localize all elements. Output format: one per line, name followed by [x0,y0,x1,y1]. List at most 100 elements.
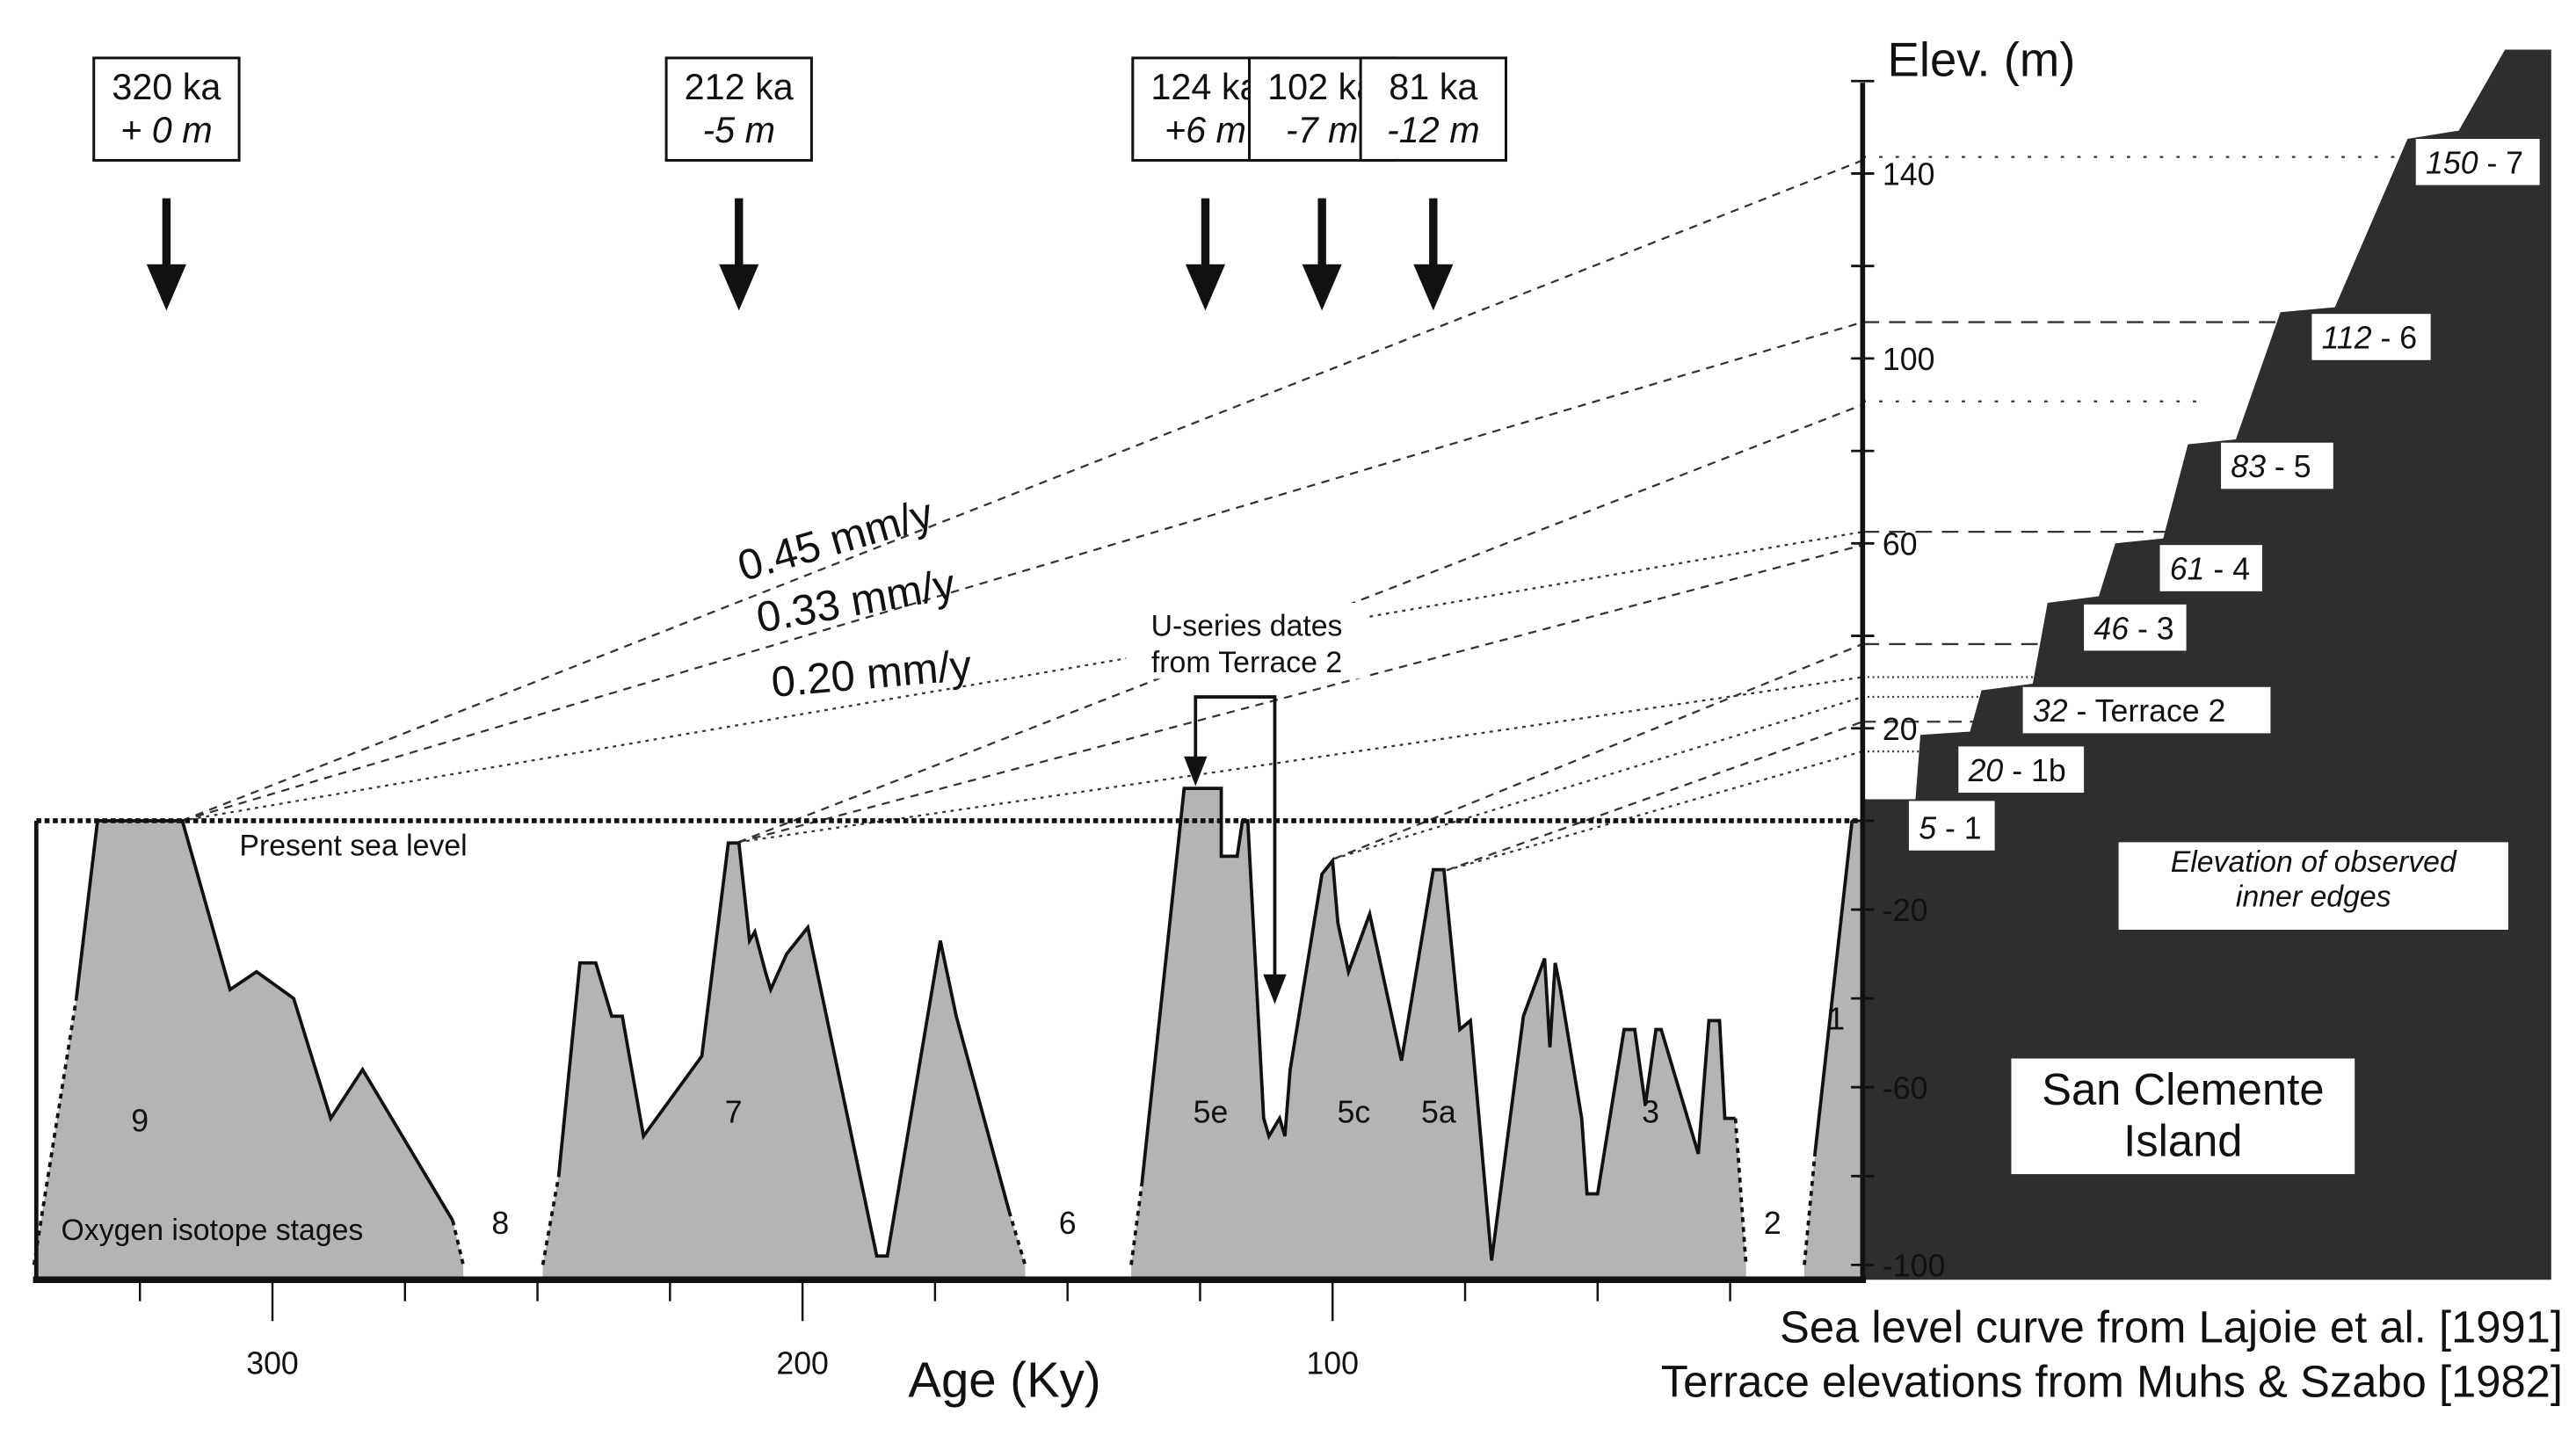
stage-1-dashed-end [1803,1153,1817,1265]
terrace-label-text: 83 - 5 [2231,449,2311,484]
terrace-labels: 5 - 1 20 - 1b 32 - Terrace 2 46 - 3 61 - 4 83… [1908,139,2540,851]
terrace-elevation: 5 [1919,811,1936,846]
terrace-label-text: 112 - 6 [2322,321,2417,356]
terrace-name: - 7 [2478,145,2524,180]
highstand-box: 81 ka-12 m [1359,56,1507,311]
arrow-down-icon [1413,264,1454,311]
island-name-2: Island [2123,1115,2242,1165]
highstand-frame [664,56,813,162]
y-tick-label: -20 [1883,893,1928,928]
arrow-down-icon [1302,264,1342,311]
y-tick-label: 20 [1883,712,1918,747]
terrace-label-text: 46 - 3 [2093,611,2173,646]
island-name-1: San Clemente [2042,1064,2324,1114]
arrow-down-icon [146,264,186,311]
credit-sea-level: Sea level curve from Lajoie et al. [1991… [1780,1302,2563,1352]
terrace-name: - 6 [2372,321,2418,356]
terrace-label: 83 - 5 [2221,442,2333,489]
terrace-label-text: 61 - 4 [2170,552,2250,587]
terrace-label-box [2159,545,2263,591]
x-axis-title: Age (Ky) [908,1352,1100,1408]
highstand-sea-level: -5 m [702,110,775,150]
terrace-label-box [2415,139,2540,185]
rate-label-020: 0.20 mm/y [770,642,974,707]
x-tick-label: 300 [246,1345,299,1381]
highstand-box: 320 ka+ 0 m [92,56,241,311]
terrace-elevation: 61 [2170,552,2205,587]
terrace-label: 112 - 6 [2311,314,2431,360]
highstand-age: 212 ka [685,67,794,107]
highstand-frame [1359,56,1507,162]
sea-level-curve [32,787,1863,1280]
terrace-name: - Terrace 2 [2068,693,2226,729]
stage-label: 5e [1194,1095,1229,1130]
terrace-name: - 5 [2266,449,2311,484]
stage-7-line [556,841,1012,1258]
highstand-age: 81 ka [1389,67,1477,107]
terrace-label-text: 32 - Terrace 2 [2033,693,2226,729]
highstand-box: 212 ka-5 m [664,56,813,311]
y-axis-title: Elev. (m) [1888,33,2076,87]
terrace-label-box [1908,801,1995,851]
uplift-rate-labels: 0.45 mm/y 0.33 mm/y 0.20 mm/y [733,489,974,707]
stage-5-3-dashed-end [1129,1185,1143,1265]
stage-label: 2 [1764,1206,1781,1241]
stage-5-3-fill [1131,788,1746,1280]
highstand-sea-level: -12 m [1387,110,1480,150]
stage-9-line [74,819,454,1222]
highstand-annotations: 320 ka+ 0 m 212 ka-5 m 124 ka+6 m 102 ka-7 … [92,56,1507,311]
useries-label-1: U-series dates [1151,610,1343,643]
terrace-label-text: 5 - 1 [1919,811,1981,846]
terrace-label-text: 20 - 1b [1968,753,2066,788]
terrace-name: - 1b [2003,753,2065,788]
terrace-elevation: 46 [2093,611,2129,646]
terrace-label-box [2022,686,2271,734]
stage-1-line [1813,820,1854,1155]
highstand-frame [92,56,241,162]
stage-5-3-line [1140,787,1736,1261]
terrace-label: 5 - 1 [1908,801,1995,851]
useries-label-2: from Terrace 2 [1151,646,1342,679]
terrace-label: 46 - 3 [2084,604,2187,651]
y-tick-label: -60 [1883,1070,1928,1106]
oxygen-isotope-stages-label: Oxygen isotope stages [62,1214,364,1247]
x-tick-label: 100 [1306,1345,1359,1381]
highstand-age: 102 ka [1267,67,1376,107]
stage-label: 6 [1059,1206,1077,1241]
terrace-elevation: 20 [1968,753,2004,788]
terrace-name: - 4 [2205,552,2251,587]
useries-annotation: U-series dates from Terrace 2 [1126,602,1368,1004]
arrow-down-icon [719,264,759,311]
stage-label: 9 [131,1104,149,1139]
terrace-label: 150 - 7 [2415,139,2540,185]
y-tick-label: 140 [1883,157,1935,192]
correlation-lines [181,156,2414,872]
inner-edges-label-2: inner edges [2236,881,2391,914]
terrace-label-box [2221,442,2333,489]
inner-edges-label-1: Elevation of observed [2171,845,2457,879]
terrace-label: 20 - 1b [1958,746,2085,794]
stage-7-fill [542,843,1026,1280]
terrace-elevation: 150 [2426,145,2478,180]
arrow-down-icon [1185,264,1226,311]
highstand-sea-level: -7 m [1286,110,1359,150]
terrace-label-text: 150 - 7 [2426,145,2523,180]
terrace-label-box [2311,314,2431,360]
terrace-label: 61 - 4 [2159,545,2263,591]
credit-terraces: Terrace elevations from Muhs & Szabo [19… [1661,1357,2563,1407]
y-tick-label: 60 [1883,526,1918,562]
stage-labels: 9 8 7 6 5e 5c 5a 3 2 1 [131,1002,1845,1241]
y-ticks: 140 100 60 20 -20 -60 -100 [1851,79,1945,1284]
stage-label: 5a [1421,1095,1456,1130]
arrow-down-icon [1263,974,1287,1004]
stage-5-3-dashed-end [1733,1118,1748,1265]
highstand-sea-level: +6 m [1165,110,1246,150]
terrace-label-box [2084,604,2187,651]
arrow-down-icon [1184,756,1208,787]
terrace-elevation: 112 [2322,321,2372,356]
stage-9-dashed-end [451,1220,465,1265]
stage-label: 5c [1338,1095,1371,1130]
stage-label: 1 [1827,1002,1845,1037]
present-sea-level-label: Present sea level [239,829,467,862]
